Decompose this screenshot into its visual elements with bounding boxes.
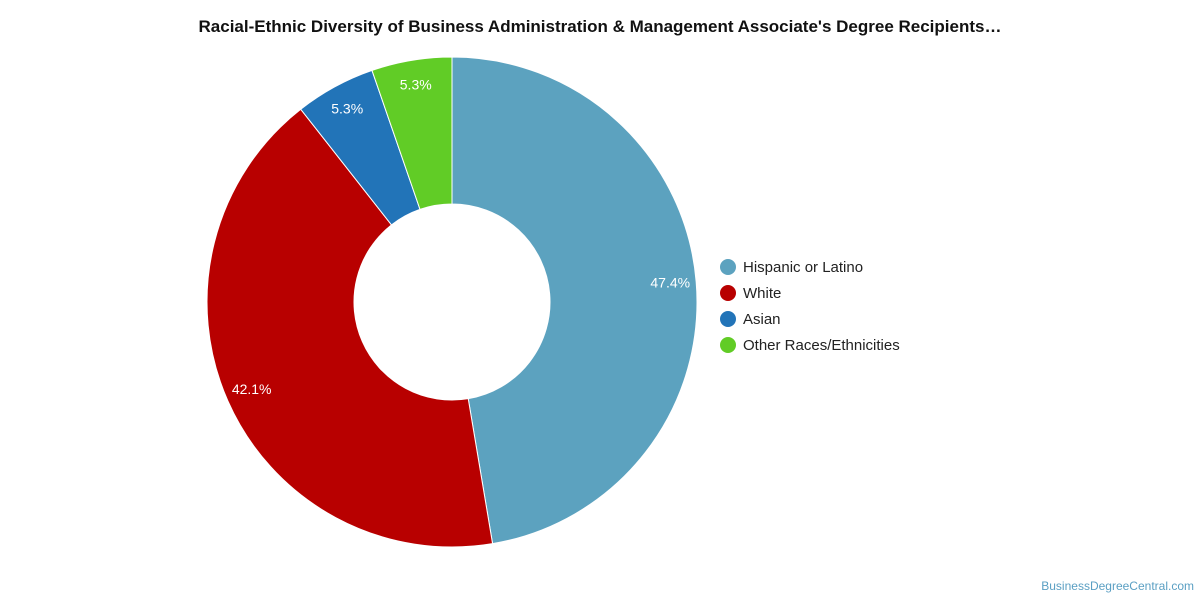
legend-label: Hispanic or Latino xyxy=(743,258,864,276)
slice-value-label: 5.3% xyxy=(400,77,432,93)
donut-slice-labels: 47.4% 42.1% 5.3% 5.3% xyxy=(232,77,690,397)
site-watermark[interactable]: BusinessDegreeCentral.com xyxy=(1041,579,1194,593)
legend-item-white[interactable]: White xyxy=(720,280,900,306)
chart-title: Racial-Ethnic Diversity of Business Admi… xyxy=(198,17,1002,36)
legend-swatch-icon xyxy=(720,285,736,301)
legend-label: White xyxy=(743,284,782,302)
donut-slice-hispanic-or-latino[interactable] xyxy=(451,56,698,545)
legend-label: Other Races/Ethnicities xyxy=(743,336,900,354)
legend-swatch-icon xyxy=(720,311,736,327)
chart-legend: Hispanic or Latino White Asian Other Races/… xyxy=(720,254,900,358)
legend-swatch-icon xyxy=(720,337,736,353)
donut-slice-white[interactable] xyxy=(206,108,494,548)
legend-swatch-icon xyxy=(720,259,736,275)
slice-value-label: 47.4% xyxy=(650,275,690,291)
donut-slice-other-races-ethnicities[interactable] xyxy=(371,56,453,211)
legend-item-asian[interactable]: Asian xyxy=(720,306,900,332)
legend-item-hispanic-or-latino[interactable]: Hispanic or Latino xyxy=(720,254,900,280)
legend-label: Asian xyxy=(743,310,781,328)
donut-slices xyxy=(206,56,698,548)
slice-value-label: 42.1% xyxy=(232,381,272,397)
legend-item-other-races-ethnicities[interactable]: Other Races/Ethnicities xyxy=(720,332,900,358)
slice-value-label: 5.3% xyxy=(331,100,363,116)
